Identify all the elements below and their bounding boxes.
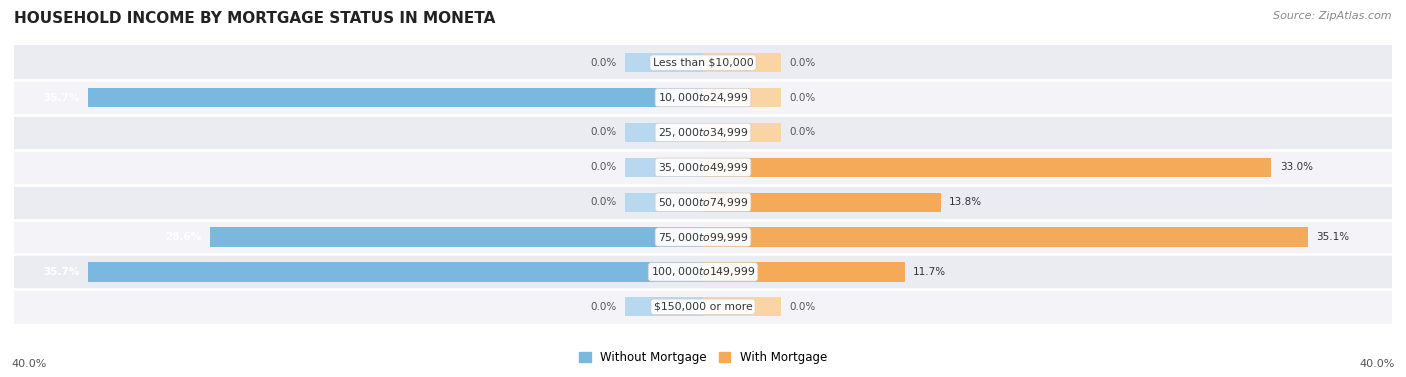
Text: Less than $10,000: Less than $10,000 — [652, 58, 754, 68]
Text: $25,000 to $34,999: $25,000 to $34,999 — [658, 126, 748, 139]
Bar — [14, 219, 1392, 254]
Bar — [14, 150, 1392, 185]
Text: 35.7%: 35.7% — [44, 267, 80, 277]
Bar — [626, 158, 703, 177]
Text: 0.0%: 0.0% — [789, 127, 815, 138]
Text: Source: ZipAtlas.com: Source: ZipAtlas.com — [1274, 11, 1392, 21]
Text: 0.0%: 0.0% — [789, 302, 815, 312]
Bar — [626, 53, 703, 72]
Bar — [89, 88, 703, 107]
Text: 0.0%: 0.0% — [591, 197, 617, 207]
Text: 33.0%: 33.0% — [1279, 162, 1313, 172]
Text: $75,000 to $99,999: $75,000 to $99,999 — [658, 231, 748, 244]
Text: 0.0%: 0.0% — [591, 162, 617, 172]
Legend: Without Mortgage, With Mortgage: Without Mortgage, With Mortgage — [574, 346, 832, 369]
Bar — [14, 45, 1392, 80]
Text: 0.0%: 0.0% — [591, 302, 617, 312]
Bar — [14, 289, 1392, 324]
Bar — [626, 297, 703, 316]
Text: $10,000 to $24,999: $10,000 to $24,999 — [658, 91, 748, 104]
Text: 40.0%: 40.0% — [1360, 359, 1395, 369]
Bar — [703, 53, 780, 72]
Text: 0.0%: 0.0% — [591, 58, 617, 68]
Bar — [211, 227, 703, 247]
Bar — [14, 115, 1392, 150]
Text: 35.7%: 35.7% — [44, 92, 80, 103]
Text: $100,000 to $149,999: $100,000 to $149,999 — [651, 265, 755, 278]
Text: $150,000 or more: $150,000 or more — [654, 302, 752, 312]
Bar — [703, 297, 780, 316]
Text: 35.1%: 35.1% — [1316, 232, 1350, 242]
Bar — [703, 227, 1308, 247]
Bar — [703, 158, 1271, 177]
Text: 13.8%: 13.8% — [949, 197, 983, 207]
Text: $50,000 to $74,999: $50,000 to $74,999 — [658, 196, 748, 208]
Text: 28.6%: 28.6% — [166, 232, 202, 242]
Text: 0.0%: 0.0% — [789, 58, 815, 68]
Text: 0.0%: 0.0% — [789, 92, 815, 103]
Bar — [626, 123, 703, 142]
Text: 0.0%: 0.0% — [591, 127, 617, 138]
Text: HOUSEHOLD INCOME BY MORTGAGE STATUS IN MONETA: HOUSEHOLD INCOME BY MORTGAGE STATUS IN M… — [14, 11, 495, 26]
Bar — [14, 185, 1392, 219]
Text: 11.7%: 11.7% — [912, 267, 946, 277]
Bar — [89, 262, 703, 282]
Bar — [703, 193, 941, 212]
Bar — [14, 80, 1392, 115]
Bar — [703, 88, 780, 107]
Bar — [626, 193, 703, 212]
Text: $35,000 to $49,999: $35,000 to $49,999 — [658, 161, 748, 174]
Bar — [703, 262, 904, 282]
Bar — [703, 123, 780, 142]
Text: 40.0%: 40.0% — [11, 359, 46, 369]
Bar — [14, 254, 1392, 290]
